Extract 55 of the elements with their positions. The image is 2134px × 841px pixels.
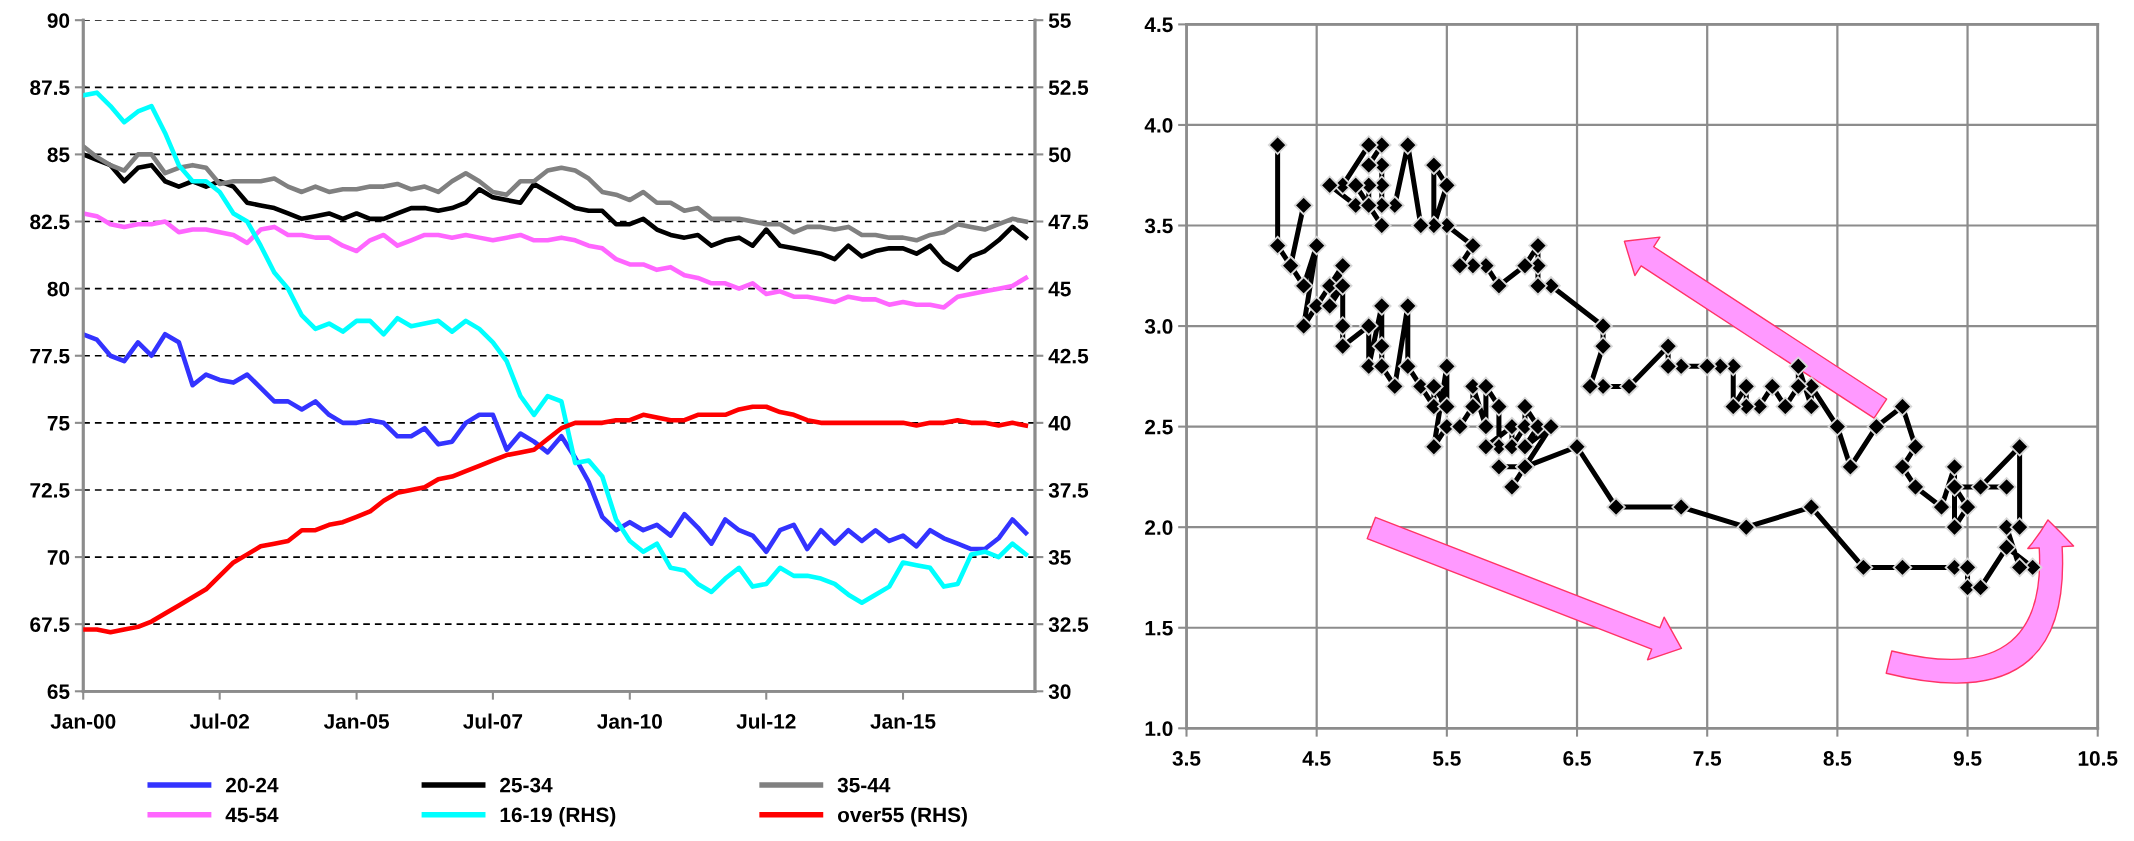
y-tick-label: 70 <box>47 550 70 565</box>
y2-tick-label: 37.5 <box>1048 482 1089 498</box>
y-tick-label: 2.5 <box>1145 419 1173 435</box>
y2-tick-label: 40 <box>1048 415 1071 431</box>
x-tick-label: 4.5 <box>1302 751 1331 766</box>
y2-tick-label: 47.5 <box>1048 214 1089 230</box>
legend-label: 20-24 <box>225 777 279 793</box>
y-tick-label: 77.5 <box>30 348 70 364</box>
legend-label: 35-44 <box>837 777 891 793</box>
y-tick-label: 85 <box>47 147 70 163</box>
y-tick-label: 67.5 <box>30 617 70 632</box>
x-tick-label: 6.5 <box>1563 751 1591 766</box>
x-tick-label: Jul-02 <box>189 713 249 729</box>
x-tick-label: 3.5 <box>1172 751 1201 766</box>
y-tick-label: 4.0 <box>1144 117 1173 133</box>
x-tick-label: Jan-15 <box>870 714 936 729</box>
line-series <box>83 331 1029 554</box>
line-series <box>83 90 1029 605</box>
y-tick-label: 87.5 <box>30 80 70 96</box>
y-tick-label: 75 <box>47 416 70 431</box>
y2-tick-label: 35 <box>1048 550 1071 565</box>
y2-tick-label: 50 <box>1048 147 1071 163</box>
legend-label: 16-19 (RHS) <box>500 807 616 827</box>
x-tick-label: 8.5 <box>1823 751 1852 766</box>
y-tick-label: 4.5 <box>1144 17 1173 33</box>
y-tick-label: 80 <box>47 281 70 297</box>
y-tick-label: 1.5 <box>1145 620 1173 636</box>
line-series <box>83 404 1029 635</box>
y2-tick-label: 42.5 <box>1048 348 1089 364</box>
y-tick-label: 3.0 <box>1144 319 1173 334</box>
x-tick-label: Jan-00 <box>50 714 116 729</box>
y-tick-label: 90 <box>47 13 70 28</box>
x-tick-label: 5.5 <box>1433 751 1461 766</box>
line-series <box>83 211 1029 310</box>
y2-tick-label: 32.5 <box>1048 617 1089 632</box>
x-tick-label: Jul-07 <box>463 713 523 729</box>
x-tick-label: Jan-10 <box>597 714 662 729</box>
x-tick-label: 7.5 <box>1693 751 1722 766</box>
y2-tick-label: 55 <box>1048 13 1071 28</box>
y-tick-label: 72.5 <box>30 482 70 498</box>
x-tick-label: 9.5 <box>1953 751 1982 766</box>
legend-label: 25-34 <box>500 777 553 793</box>
legend-label: 45-54 <box>225 807 279 823</box>
y2-tick-label: 45 <box>1048 281 1071 297</box>
y-tick-label: 65 <box>47 684 70 700</box>
x-tick-label: Jul-12 <box>736 713 796 729</box>
legend-label: over55 (RHS) <box>837 807 967 827</box>
y2-tick-label: 30 <box>1048 684 1071 700</box>
y-tick-label: 1.0 <box>1145 721 1173 737</box>
y-tick-label: 82.5 <box>30 214 70 230</box>
x-tick-label: 10.5 <box>2078 751 2118 766</box>
y2-tick-label: 52.5 <box>1048 80 1089 96</box>
y-tick-label: 2.0 <box>1145 520 1173 535</box>
x-tick-label: Jan-05 <box>323 714 390 729</box>
y-tick-label: 3.5 <box>1144 218 1173 234</box>
